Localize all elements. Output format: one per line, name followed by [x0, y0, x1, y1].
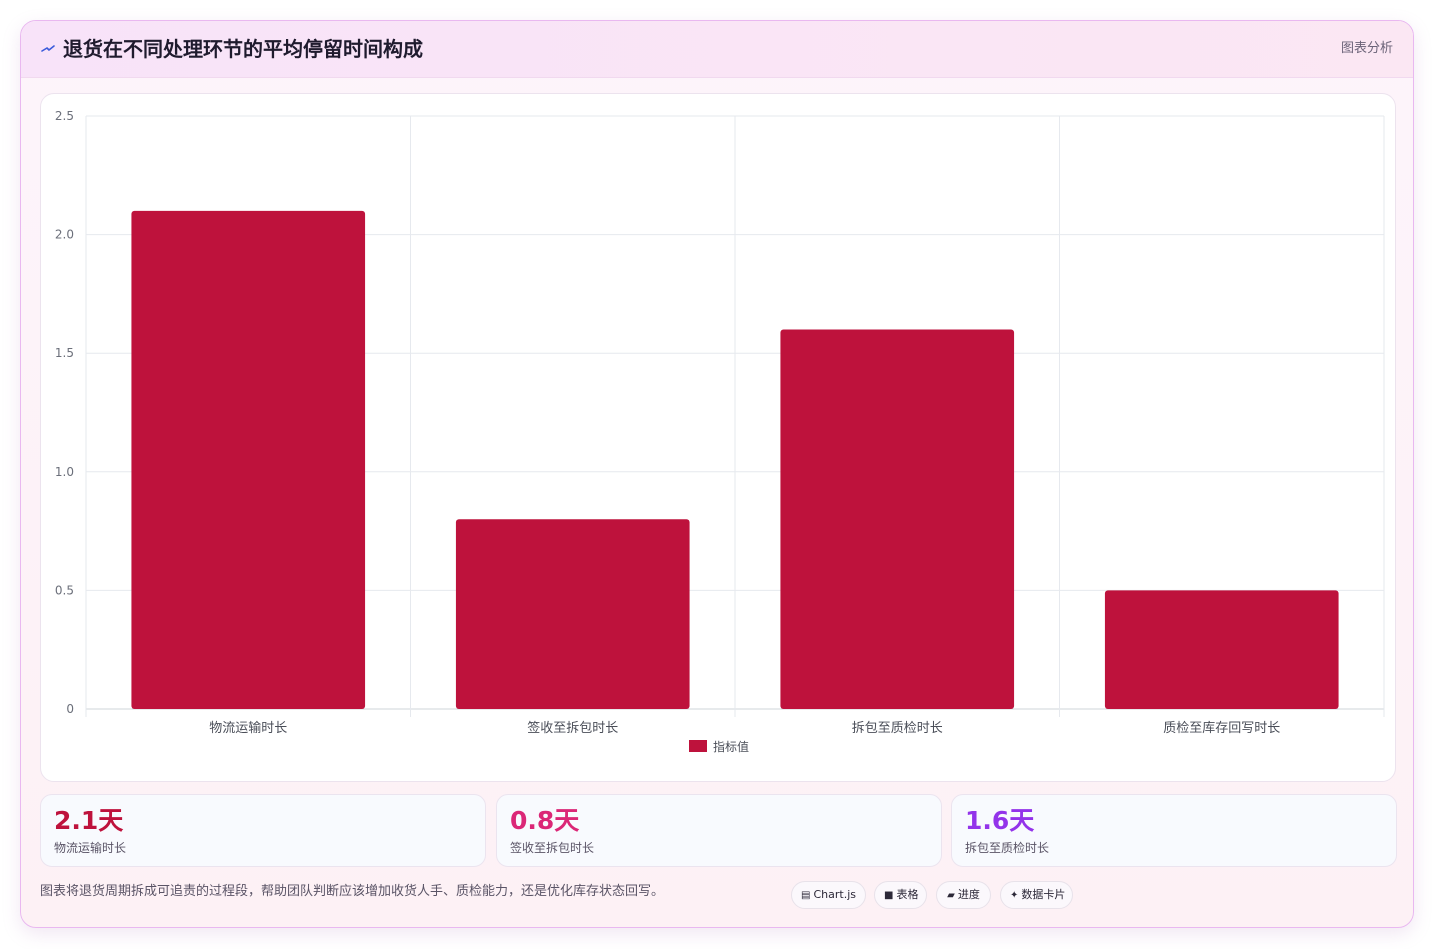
- stat-card-1: 2.1天 物流运输时长: [40, 794, 486, 867]
- bar: [131, 210, 366, 709]
- y-tick-label: 0.5: [55, 583, 74, 597]
- bar: [780, 329, 1015, 709]
- bar: [1104, 590, 1339, 709]
- y-tick-label: 1.0: [55, 465, 74, 479]
- y-tick-label: 2.0: [55, 228, 74, 242]
- y-tick-label: 0: [66, 702, 74, 716]
- chart-icon: ▤: [801, 890, 811, 901]
- card-header: 退货在不同处理环节的平均停留时间构成 图表分析: [21, 21, 1413, 78]
- chip-chartjs[interactable]: ▤ Chart.js: [791, 881, 866, 909]
- x-tick-label: 拆包至质检时长: [852, 721, 943, 736]
- page-title: 退货在不同处理环节的平均停留时间构成: [63, 37, 423, 61]
- chart-panel: 0 0.5 1.0 1.5 2.0 2.5 物流运输时长 签收至拆包时长 拆包至质检时长 质检至库…: [40, 93, 1396, 782]
- table-icon: ■: [884, 890, 894, 901]
- stat-card-2: 0.8天 签收至拆包时长: [496, 794, 942, 867]
- x-tick-label: 物流运输时长: [209, 720, 287, 736]
- y-tick-label: 2.5: [55, 109, 74, 123]
- sparkle-icon: ✦: [1010, 890, 1019, 901]
- chip-table[interactable]: ■ 表格: [874, 881, 927, 909]
- stat-card-3: 1.6天 拆包至质检时长: [951, 794, 1397, 867]
- stat-value-3: 1.6天: [965, 806, 1035, 835]
- chip-label: 数据卡片: [1021, 888, 1066, 901]
- stat-label-3: 拆包至质检时长: [965, 841, 1050, 855]
- lightning-icon: [41, 45, 55, 52]
- report-card: 退货在不同处理环节的平均停留时间构成 图表分析 0 0.5 1.0 1.5 2.0 2.5…: [20, 20, 1414, 928]
- stat-label-1: 物流运输时长: [54, 841, 127, 855]
- footnote: 图表将退货周期拆成可追责的过程段，帮助团队判断应该增加收货人手、质检能力，还是优…: [40, 884, 665, 899]
- bar-chart: 0 0.5 1.0 1.5 2.0 2.5 物流运输时长 签收至拆包时长 拆包至质检时长 质检至库…: [55, 109, 1385, 754]
- stat-label-2: 签收至拆包时长: [510, 841, 595, 855]
- x-tick-label: 质检至库存回写时长: [1163, 720, 1280, 736]
- chip-label: 进度: [957, 888, 980, 901]
- x-tick-label: 签收至拆包时长: [527, 720, 618, 736]
- chip-label: 表格: [896, 888, 919, 901]
- legend-label: 指标值: [713, 739, 749, 754]
- progress-icon: ▰: [947, 890, 955, 901]
- y-tick-label: 1.5: [55, 346, 74, 360]
- stat-value-2: 0.8天: [510, 806, 580, 835]
- chip-label: Chart.js: [813, 888, 856, 901]
- header-tag: 图表分析: [1340, 41, 1393, 56]
- chip-progress[interactable]: ▰ 进度: [936, 881, 991, 909]
- stat-value-1: 2.1天: [54, 806, 124, 835]
- legend-swatch: [689, 740, 707, 752]
- chip-data-card[interactable]: ✦ 数据卡片: [1000, 881, 1073, 909]
- bar: [455, 519, 690, 709]
